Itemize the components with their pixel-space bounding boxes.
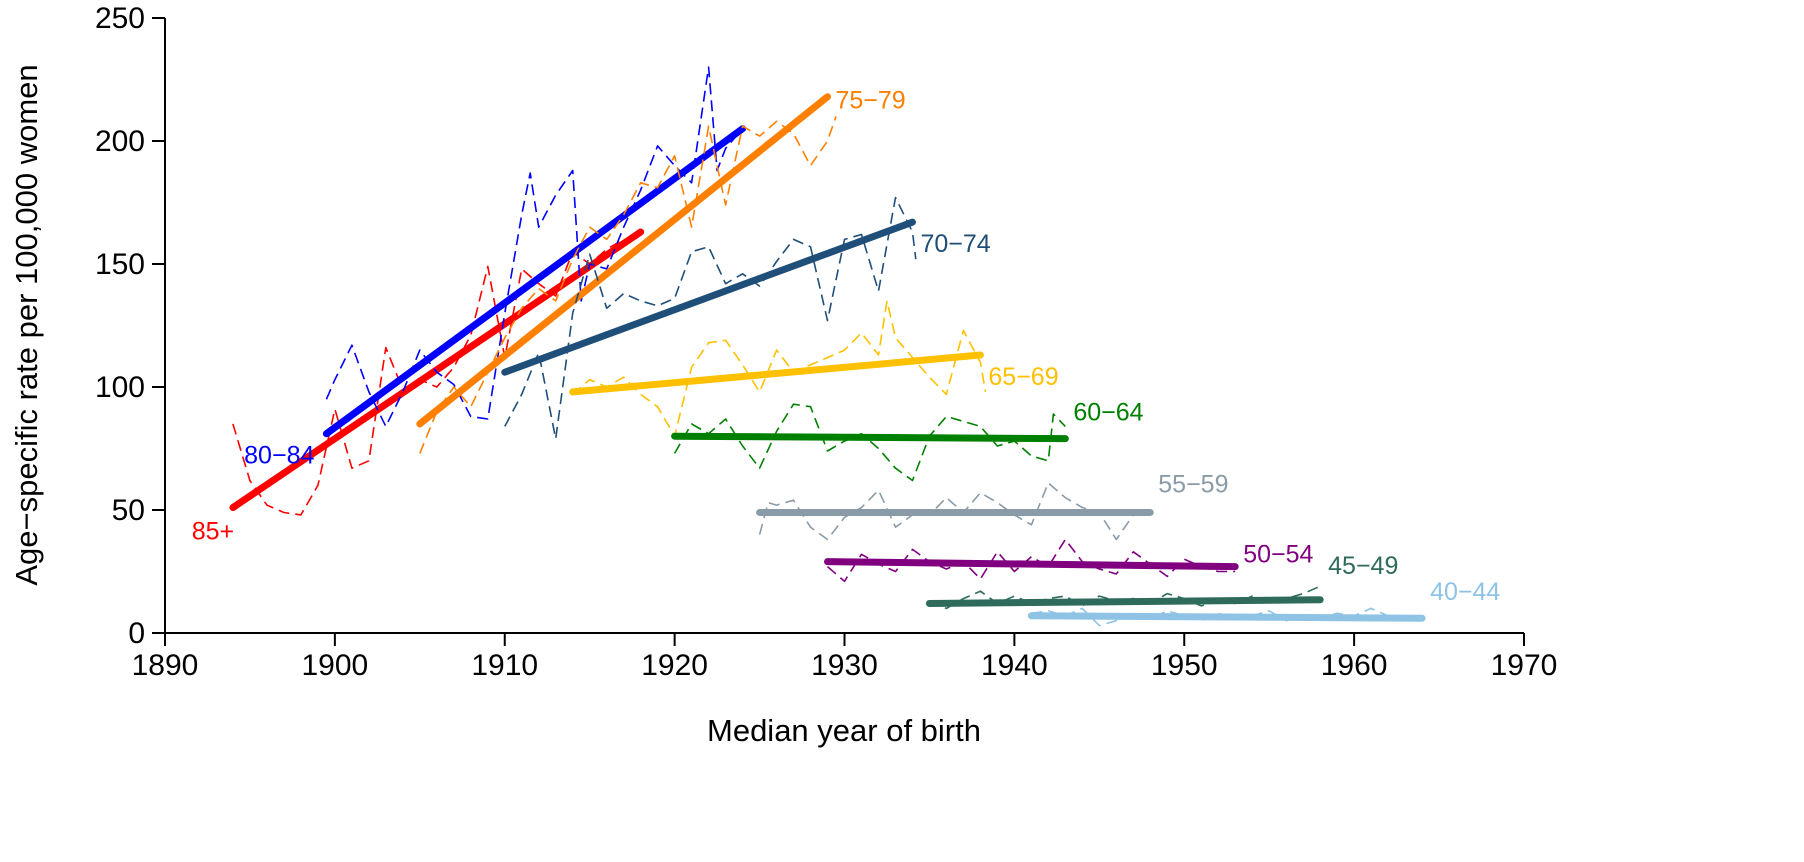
series-group: 45−49	[925, 552, 1398, 610]
x-tick-label: 1970	[1491, 649, 1558, 682]
fitted-trend-line	[671, 432, 1069, 443]
fitted-trend-line	[925, 596, 1324, 607]
y-tick-label: 200	[95, 125, 145, 158]
series-label: 45−49	[1328, 552, 1398, 580]
x-tick-label: 1900	[302, 649, 369, 682]
series-label: 55−59	[1158, 470, 1228, 498]
x-tick-label: 1910	[471, 649, 538, 682]
y-tick-label: 100	[95, 371, 145, 404]
y-tick-label: 250	[95, 2, 145, 35]
observed-rate-line	[419, 116, 837, 454]
series-group: 85+	[192, 228, 645, 546]
observed-rate-line	[504, 196, 917, 440]
series-label: 80−84	[244, 442, 314, 470]
series-group: 50−54	[824, 538, 1314, 583]
y-axis-title: Age−specific rate per 100,000 women	[9, 64, 44, 585]
x-tick-label: 1950	[1151, 649, 1218, 682]
x-tick-label: 1890	[132, 649, 199, 682]
series-group: 40−44	[1027, 578, 1500, 627]
observed-rate-line	[826, 538, 1236, 583]
series-label: 50−54	[1243, 541, 1313, 569]
x-tick-label: 1940	[981, 649, 1048, 682]
series-layer: 85+ 80−84 75−79 70−74 65−69 60−64 55−59 50−54 45…	[192, 66, 1500, 627]
observed-rate-line	[673, 403, 1066, 482]
series-group: 70−74	[501, 196, 991, 440]
fitted-trend-line	[416, 93, 832, 428]
series-label: 65−69	[988, 363, 1058, 391]
y-tick-label: 150	[95, 248, 145, 281]
y-tick-label: 50	[112, 494, 145, 527]
observed-rate-line	[758, 482, 1151, 541]
fitted-trend-line	[1027, 612, 1426, 622]
series-label: 85+	[192, 518, 234, 546]
x-axis-title: Median year of birth	[707, 713, 981, 748]
series-group: 75−79	[416, 87, 906, 454]
observed-rate-line	[325, 66, 744, 428]
fitted-trend-line	[229, 228, 645, 512]
series-group: 60−64	[671, 399, 1144, 482]
fitted-trend-line	[824, 558, 1239, 571]
x-tick-label: 1960	[1321, 649, 1388, 682]
fitted-trend-line	[501, 218, 916, 376]
y-tick-label: 0	[128, 617, 145, 650]
series-label: 60−64	[1073, 399, 1143, 427]
fitted-trend-line	[322, 125, 747, 438]
x-ticks: 1890 1900 1910 1920 1930 1940 1950 1960 1970	[132, 633, 1558, 682]
y-ticks: 0 50 100 150 200 250	[95, 2, 165, 650]
series-group: 55−59	[756, 470, 1228, 541]
x-tick-label: 1920	[641, 649, 708, 682]
series-label: 70−74	[920, 230, 990, 258]
fitted-trend-line	[569, 351, 984, 396]
x-tick-label: 1930	[811, 649, 878, 682]
series-label: 75−79	[836, 87, 906, 115]
series-group: 80−84	[244, 66, 747, 470]
series-group: 65−69	[569, 300, 1059, 438]
observed-rate-line	[232, 238, 625, 516]
series-label: 40−44	[1430, 578, 1500, 606]
